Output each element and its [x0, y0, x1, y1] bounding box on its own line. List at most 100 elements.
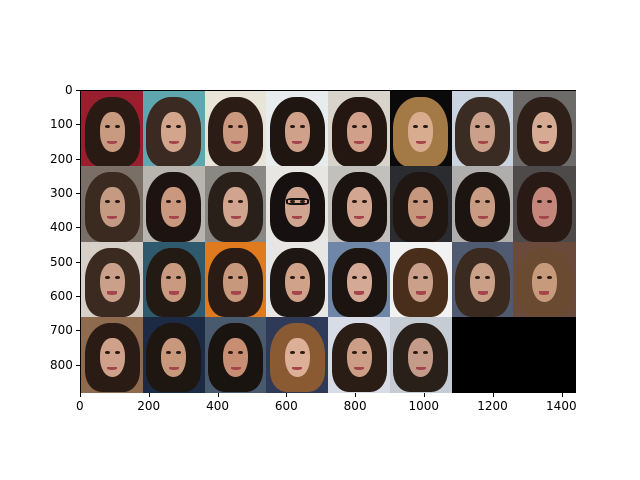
face-image — [328, 316, 391, 393]
face-image — [204, 316, 267, 393]
left-eye — [536, 275, 542, 279]
left-eye — [104, 125, 110, 129]
x-tick-label: 800 — [343, 399, 367, 413]
face-shape — [408, 262, 434, 303]
face-image — [204, 91, 267, 167]
mouth — [168, 140, 179, 144]
left-eye — [104, 350, 110, 354]
y-tick-mark — [76, 364, 80, 366]
mouth — [168, 366, 179, 370]
right-eye — [299, 350, 305, 354]
face-image — [142, 316, 205, 393]
face-shape — [531, 187, 557, 227]
left-eye — [413, 275, 419, 279]
face-image — [389, 241, 452, 318]
y-tick-label: 300 — [50, 186, 73, 201]
left-eye — [104, 200, 110, 204]
y-tick-mark — [76, 296, 80, 298]
y-tick-mark — [76, 193, 80, 195]
left-eye — [351, 125, 357, 129]
glasses — [286, 198, 309, 205]
mouth — [415, 140, 426, 144]
x-tick-label: 0 — [76, 399, 84, 413]
left-eye — [351, 200, 357, 204]
face-image — [266, 241, 329, 318]
face-image — [266, 316, 329, 393]
face-shape — [99, 187, 125, 227]
right-eye — [485, 200, 491, 204]
y-tick-mark — [76, 90, 80, 91]
left-eye — [166, 200, 172, 204]
right-eye — [546, 125, 552, 129]
left-eye — [289, 350, 295, 354]
mouth — [477, 140, 488, 144]
right-eye — [361, 200, 367, 204]
y-tick-mark — [76, 261, 80, 263]
x-tick-mark — [80, 393, 81, 397]
mouth — [415, 216, 426, 220]
face-shape — [284, 262, 310, 303]
right-eye — [546, 200, 552, 204]
right-eye — [114, 350, 120, 354]
left-eye — [104, 275, 110, 279]
x-tick-mark — [286, 393, 288, 397]
mouth — [107, 291, 118, 295]
face-image-grid — [81, 91, 576, 393]
right-eye — [485, 275, 491, 279]
left-eye — [228, 125, 234, 129]
face-image — [389, 91, 452, 167]
left-eye — [475, 275, 481, 279]
x-tick-label: 1200 — [477, 399, 508, 413]
mouth — [477, 216, 488, 220]
left-eye — [475, 200, 481, 204]
x-tick-label: 600 — [274, 399, 298, 413]
face-image — [142, 166, 205, 242]
right-eye — [423, 200, 429, 204]
face-image — [451, 241, 514, 318]
face-image — [451, 91, 514, 167]
mouth — [539, 291, 550, 295]
mouth — [107, 216, 118, 220]
y-tick-label: 500 — [50, 254, 73, 269]
mouth — [415, 366, 426, 370]
empty-cell — [513, 316, 576, 393]
x-tick-mark — [355, 393, 357, 397]
right-eye — [114, 275, 120, 279]
mouth — [107, 366, 118, 370]
face-shape — [161, 112, 187, 152]
empty-cell — [451, 316, 514, 393]
mouth — [168, 216, 179, 220]
face-image — [451, 166, 514, 242]
left-eye — [228, 350, 234, 354]
face-shape — [470, 262, 496, 303]
mouth — [292, 216, 303, 220]
right-eye — [238, 200, 244, 204]
face-image — [81, 91, 144, 167]
mouth — [292, 366, 303, 370]
face-image — [81, 241, 144, 318]
face-shape — [99, 112, 125, 152]
right-eye — [423, 275, 429, 279]
right-eye — [238, 350, 244, 354]
face-image — [389, 166, 452, 242]
face-shape — [223, 187, 249, 227]
mouth — [107, 140, 118, 144]
left-eye — [166, 350, 172, 354]
x-tick-label: 1000 — [408, 399, 439, 413]
face-image — [142, 91, 205, 167]
right-eye — [114, 125, 120, 129]
y-tick-label: 600 — [50, 289, 73, 304]
y-tick-mark — [76, 158, 80, 160]
left-eye — [413, 350, 419, 354]
face-image — [328, 241, 391, 318]
face-shape — [99, 337, 125, 378]
mouth — [292, 140, 303, 144]
face-image — [142, 241, 205, 318]
face-image — [513, 241, 576, 318]
y-tick-label: 0 — [65, 83, 73, 97]
left-eye — [351, 275, 357, 279]
right-eye — [114, 200, 120, 204]
left-eye — [536, 125, 542, 129]
face-shape — [408, 112, 434, 152]
